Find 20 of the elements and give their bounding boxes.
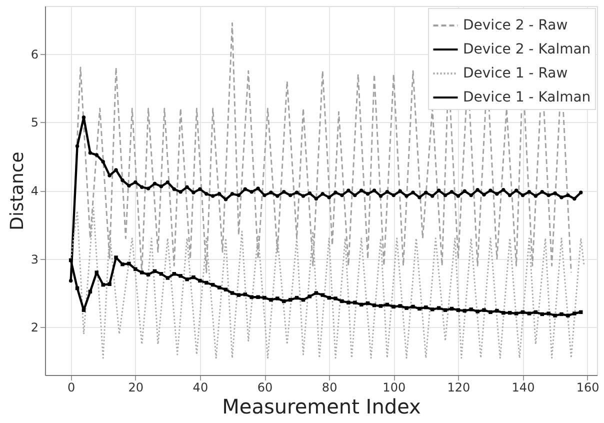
y-axis-title: Distance <box>6 152 28 230</box>
x-tick-label: 20 <box>128 380 144 394</box>
legend-label: Device 2 - Raw <box>463 18 568 34</box>
x-tick-label: 140 <box>512 380 535 394</box>
x-tick-label: 100 <box>382 380 406 394</box>
y-tick-label: 6 <box>30 47 38 62</box>
x-axis-title: Measurement Index <box>222 394 422 418</box>
x-tick-label: 60 <box>257 380 273 394</box>
y-tick-label: 2 <box>30 320 38 335</box>
x-tick-label: 80 <box>322 380 338 394</box>
x-tick-label: 40 <box>192 380 208 394</box>
legend-label: Device 1 - Kalman <box>463 90 591 106</box>
legend-label: Device 2 - Kalman <box>463 42 591 58</box>
x-tick-label: 160 <box>576 380 600 394</box>
x-tick-label: 120 <box>447 380 470 394</box>
y-tick-label: 3 <box>30 252 38 266</box>
y-tick-label: 5 <box>30 116 38 130</box>
x-tick-label: 0 <box>68 380 76 394</box>
y-tick-label: 4 <box>30 184 38 198</box>
legend-label: Device 1 - Raw <box>463 66 568 82</box>
